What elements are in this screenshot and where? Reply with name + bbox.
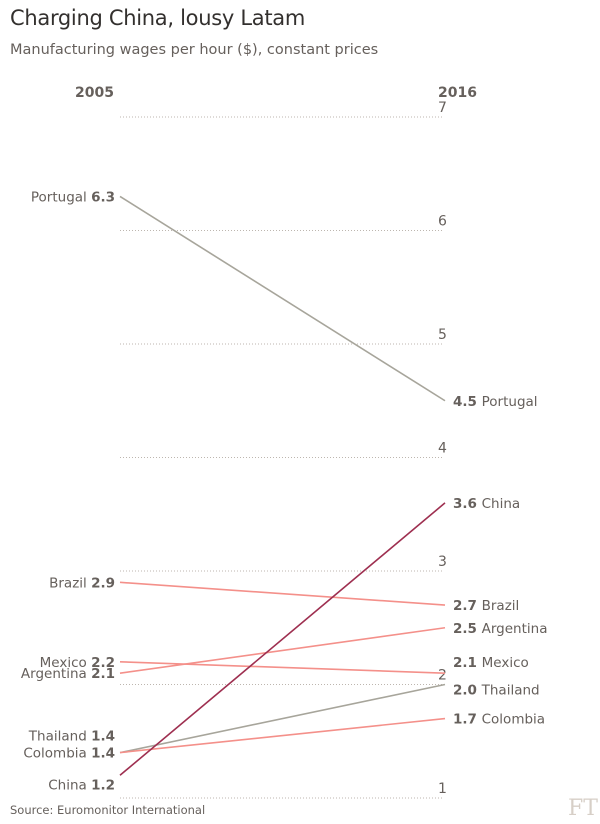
series-line-mexico xyxy=(119,661,446,674)
y-tick-label-6: 6 xyxy=(438,214,447,230)
ft-logo: FT xyxy=(568,796,598,821)
left-label-china: China 1.2 xyxy=(48,777,115,793)
source-note: Source: Euromonitor International xyxy=(10,803,206,817)
right-label-colombia: 1.7 Colombia xyxy=(453,712,545,728)
series-line-china xyxy=(119,502,446,776)
series-line-brazil xyxy=(119,581,446,606)
column-header-2005: 2005 xyxy=(75,85,114,101)
series-line-portugal xyxy=(119,195,446,402)
right-label-thailand: 2.0 Thailand xyxy=(453,683,540,699)
y-tick-label-2: 2 xyxy=(438,668,447,684)
y-tick-label-7: 7 xyxy=(438,100,447,116)
y-tick-label-5: 5 xyxy=(438,327,447,343)
left-label-mexico: Mexico 2.2 xyxy=(40,655,115,671)
left-label-thailand: Thailand 1.4 xyxy=(28,729,115,745)
left-label-colombia: Colombia 1.4 xyxy=(23,746,115,762)
left-label-brazil: Brazil 2.9 xyxy=(49,575,115,591)
y-tick-label-3: 3 xyxy=(438,554,447,570)
left-label-portugal: Portugal 6.3 xyxy=(31,189,115,205)
series-line-colombia xyxy=(119,717,446,754)
y-tick-label-4: 4 xyxy=(438,441,447,457)
series-line-argentina xyxy=(119,626,446,674)
chart-subtitle: Manufacturing wages per hour ($), consta… xyxy=(10,42,379,58)
right-label-china: 3.6 China xyxy=(453,496,520,512)
y-tick-label-1: 1 xyxy=(438,781,447,797)
series-line-thailand xyxy=(119,683,446,754)
right-label-argentina: 2.5 Argentina xyxy=(453,621,547,637)
column-header-2016: 2016 xyxy=(438,85,477,101)
left-label-argentina: Argentina 2.1 xyxy=(21,666,115,682)
right-label-portugal: 4.5 Portugal xyxy=(453,394,538,410)
chart-title: Charging China, lousy Latam xyxy=(10,6,305,30)
right-label-brazil: 2.7 Brazil xyxy=(453,598,519,614)
right-label-mexico: 2.1 Mexico xyxy=(453,655,529,671)
